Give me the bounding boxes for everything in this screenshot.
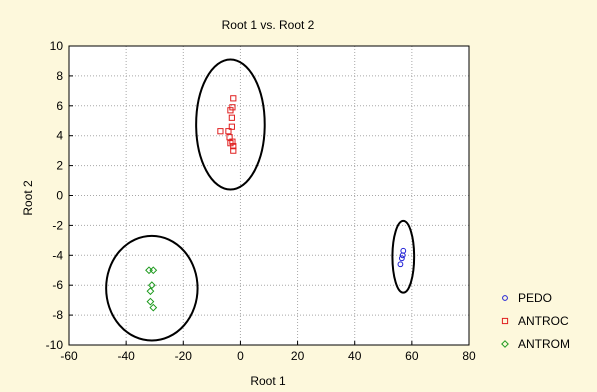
point-antroc — [229, 138, 236, 145]
point-pedo — [399, 252, 406, 259]
confidence-ellipses — [105, 58, 416, 342]
point-antroc — [225, 128, 232, 135]
ellipse-pedo — [391, 219, 416, 294]
legend-marker-pedo — [502, 295, 508, 301]
y-tick-label: 6 — [56, 99, 63, 113]
y-tick-label: 8 — [56, 69, 63, 83]
grid-lines — [69, 46, 469, 345]
y-tick-label: -10 — [46, 338, 64, 352]
y-tick-label: -8 — [52, 308, 63, 322]
chart-title: Root 1 vs. Root 2 — [222, 18, 315, 32]
x-axis-ticks: -60 -40 -20 0 20 40 60 80 — [60, 341, 476, 363]
point-antrom — [147, 281, 156, 290]
series-pedo — [397, 247, 407, 268]
y-tick-label: 10 — [50, 39, 64, 53]
data-points — [145, 95, 407, 312]
point-antrom — [149, 303, 158, 312]
point-antrom — [146, 297, 155, 306]
point-antroc — [227, 140, 234, 147]
legend-item-antroc: ANTROC — [501, 314, 569, 328]
legend-item-pedo: PEDO — [502, 291, 552, 305]
point-antroc — [230, 147, 237, 154]
x-axis-title: Root 1 — [250, 374, 286, 388]
legend: PEDO ANTROC ANTROM — [501, 291, 570, 351]
x-tick-label: -20 — [175, 349, 193, 363]
y-tick-label: -4 — [52, 248, 63, 262]
y-tick-label: 0 — [56, 189, 63, 203]
point-antroc — [230, 95, 237, 102]
y-tick-label: -2 — [52, 218, 63, 232]
x-tick-label: -40 — [117, 349, 135, 363]
ellipse-antrom — [105, 234, 199, 342]
point-antroc — [228, 123, 235, 130]
x-tick-label: 60 — [405, 349, 419, 363]
legend-label-antroc: ANTROC — [518, 314, 569, 328]
x-tick-label: 80 — [462, 349, 476, 363]
x-tick-label: 0 — [237, 349, 244, 363]
ellipse-antroc — [195, 58, 266, 191]
legend-label-pedo: PEDO — [518, 291, 552, 305]
series-antroc — [217, 95, 237, 154]
point-pedo — [397, 261, 404, 268]
point-pedo — [398, 255, 405, 262]
x-tick-label: -60 — [60, 349, 78, 363]
point-antroc — [217, 128, 224, 135]
y-tick-label: -6 — [52, 278, 63, 292]
y-axis-ticks: -10 -8 -6 -4 -2 0 2 4 6 8 10 — [46, 39, 73, 352]
legend-item-antrom: ANTROM — [501, 337, 570, 351]
point-antroc — [228, 114, 235, 121]
y-tick-label: 4 — [56, 129, 63, 143]
y-tick-label: 2 — [56, 159, 63, 173]
legend-marker-antroc — [501, 317, 509, 325]
point-antrom — [146, 287, 155, 296]
legend-label-antrom: ANTROM — [518, 337, 570, 351]
y-axis-title: Root 2 — [21, 180, 35, 216]
x-tick-label: 20 — [291, 349, 305, 363]
series-antrom — [145, 266, 158, 312]
legend-marker-antrom — [501, 340, 509, 348]
point-antrom — [149, 266, 158, 275]
point-antroc — [227, 107, 234, 114]
x-tick-label: 40 — [348, 349, 362, 363]
